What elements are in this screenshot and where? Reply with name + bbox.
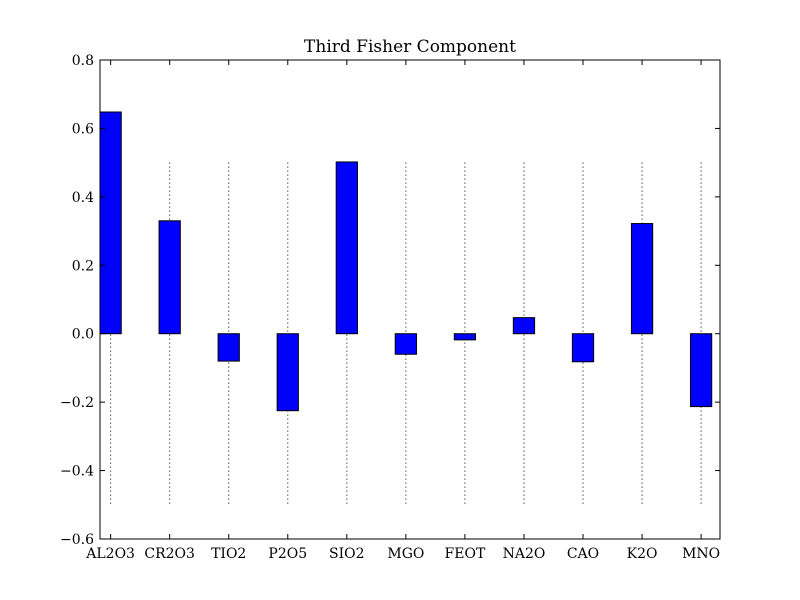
bar — [394, 333, 417, 355]
bar — [453, 333, 477, 341]
bar — [217, 333, 240, 362]
bar — [158, 220, 181, 335]
y-tick-label: 0.4 — [72, 190, 94, 206]
y-tick-label: −0.6 — [60, 532, 94, 548]
y-tick-label: 0.8 — [72, 53, 94, 69]
bar — [689, 333, 713, 408]
x-tick-label: NA2O — [503, 546, 546, 562]
bar — [335, 161, 358, 335]
x-tick-label: FEOT — [445, 546, 486, 562]
y-tick-label: 0.0 — [72, 327, 94, 343]
x-tick-label: CR2O3 — [144, 546, 195, 562]
x-axis: AL2O3 CR2O3 TIO2 P2O5 SIO2 MGO FEOT NA2O CAO K2O M… — [85, 60, 720, 562]
bar — [571, 333, 595, 363]
bar — [99, 111, 122, 335]
x-tick-label: MNO — [682, 546, 720, 562]
x-tick-label: K2O — [627, 546, 658, 562]
bar — [512, 317, 536, 335]
bar — [276, 333, 299, 412]
x-tick-label: P2O5 — [268, 546, 307, 562]
y-tick-label: −0.2 — [60, 395, 94, 411]
x-tick-label: AL2O3 — [85, 546, 135, 562]
y-tick-label: 0.2 — [72, 258, 94, 274]
x-tick-label: MGO — [387, 546, 424, 562]
bars — [99, 111, 713, 412]
bar — [630, 223, 654, 335]
y-tick-label: 0.6 — [72, 121, 94, 137]
y-axis: −0.6 −0.4 −0.2 0.0 0.2 0.4 0.6 0.8 — [60, 53, 720, 548]
plot-frame — [99, 59, 721, 540]
x-tick-label: SIO2 — [329, 546, 365, 562]
chart-title: Third Fisher Component — [304, 37, 516, 57]
x-tick-label: CAO — [567, 546, 599, 562]
y-tick-label: −0.4 — [60, 464, 94, 480]
x-tick-label: TIO2 — [211, 546, 246, 562]
